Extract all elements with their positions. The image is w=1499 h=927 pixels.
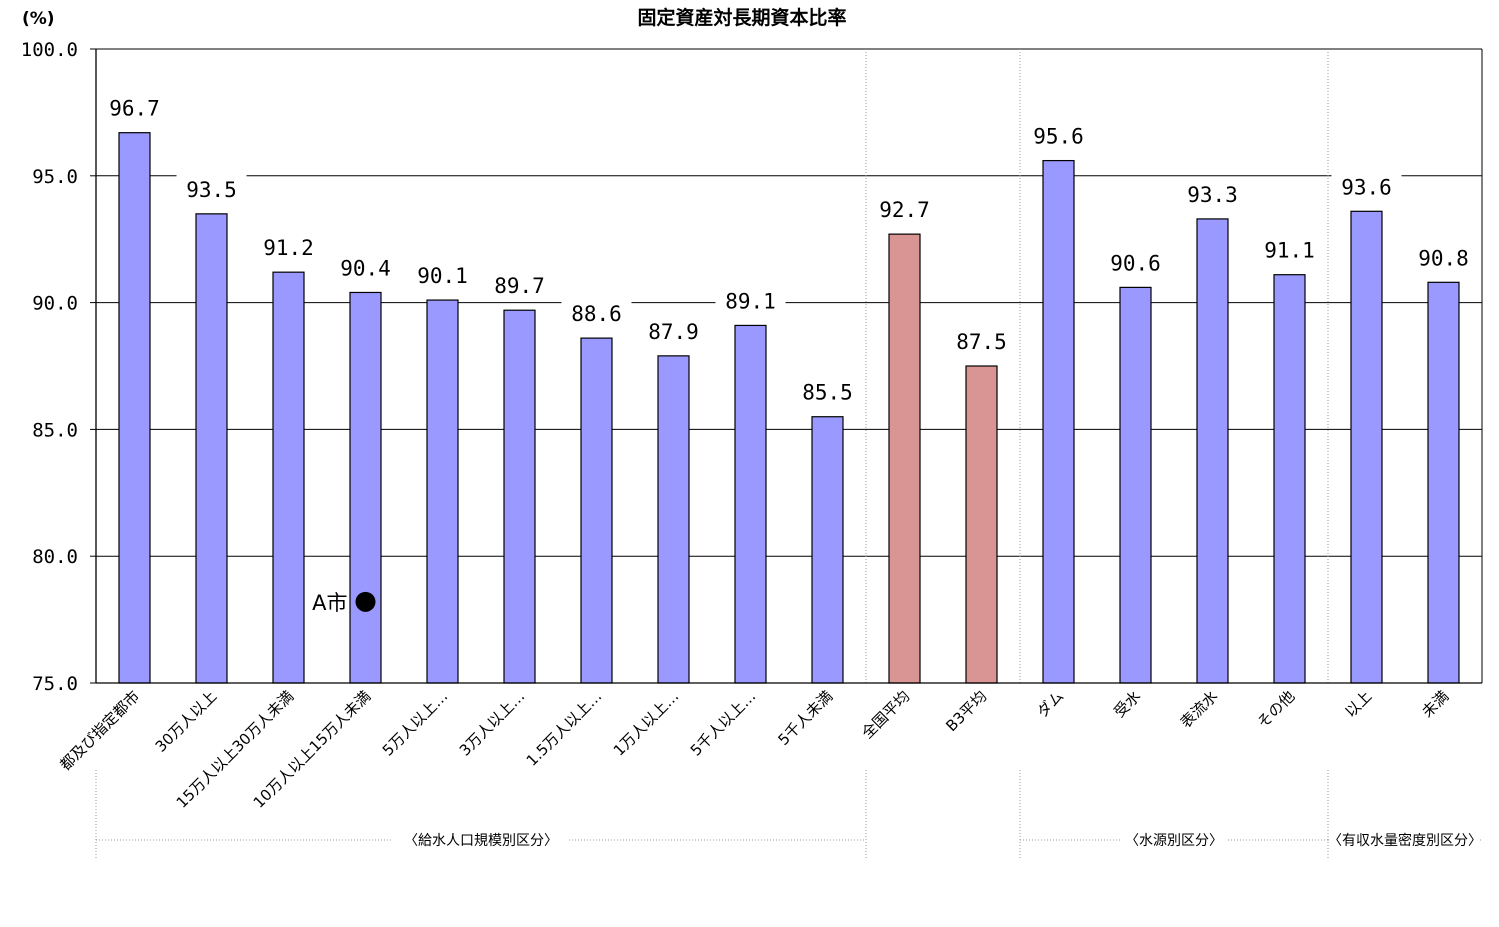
group-label: 〈給水人口規模別区分〉 [404,833,558,849]
x-tick-label: 3万人以上… [456,687,529,760]
bar [888,233,921,684]
value-label: 90.4 [340,256,391,280]
value-label-bg [330,252,401,281]
bar [1119,286,1152,684]
y-axis-label: (%) [22,9,55,29]
y-tick-label: 95.0 [32,166,78,188]
value-label-bg [1177,178,1248,207]
value-label: 90.1 [417,264,468,288]
value-label: 92.7 [879,198,930,222]
bar [195,213,228,684]
bar [503,309,536,684]
bar [965,365,998,684]
x-tick-label: 5千人未満 [774,687,836,749]
x-tick-label: その他 [1254,687,1299,732]
value-label: 89.7 [494,274,545,298]
value-label: 89.1 [725,289,776,313]
bar [1350,210,1383,684]
x-tick-label: 都及び指定都市 [56,687,143,774]
value-label-bg [484,270,555,299]
value-label-bg [176,173,247,202]
value-label-bg [869,194,940,223]
value-label-bg [1331,171,1402,200]
value-label-bg [1100,247,1171,276]
bars [118,132,1460,684]
value-label-bg [1023,120,1094,149]
a-city-marker: A市 [312,591,376,615]
bar [349,291,382,684]
y-tick-label: 80.0 [32,546,78,568]
value-label-bg [561,298,632,327]
bar [811,416,844,684]
value-label: 95.6 [1033,125,1084,149]
y-tick-label: 100.0 [21,39,78,61]
y-tick-label: 75.0 [32,673,78,695]
bar [1196,218,1229,684]
marker-dot [355,591,376,612]
value-label: 91.1 [1264,239,1315,263]
value-label: 87.9 [648,320,699,344]
x-tick-label: 30万人以上 [152,687,221,756]
marker-label: A市 [312,591,347,615]
value-label-bg [99,92,170,121]
value-labels: 96.7 93.5 91.2 90.4 90.1 89.7 88.6 87.9 89.1 85.5… [99,92,1479,405]
value-label: 90.6 [1110,251,1161,275]
value-label: 87.5 [956,330,1007,354]
x-tick-label: 5万人以上… [379,687,452,760]
value-label-bg [253,232,324,261]
x-tick-label: 1万人以上… [610,687,683,760]
group-label: 〈水源別区分〉 [1125,833,1223,849]
x-tick-label: B3平均 [942,687,990,735]
group-separators [865,49,1329,683]
x-tick-label: 5千人以上… [687,687,760,760]
value-label: 85.5 [802,381,853,405]
bar [734,324,767,684]
value-label: 91.2 [263,236,314,260]
bar [118,132,151,684]
value-label: 93.6 [1341,175,1392,199]
x-tick-label: 表流水 [1177,687,1222,732]
value-label: 93.3 [1187,183,1238,207]
x-tick-label: 受水 [1110,687,1144,721]
value-label: 93.5 [186,178,237,202]
bar [580,337,613,684]
axes [90,48,1483,684]
value-label: 96.7 [109,97,160,121]
x-tick-label: 未満 [1418,687,1452,721]
value-label-bg [638,315,709,344]
x-tick-label: 全国平均 [858,687,913,742]
group-label: 〈有収水量密度別区分〉 [1328,832,1482,849]
value-label-bg [1408,242,1479,271]
y-tick-label: 85.0 [32,419,78,441]
value-label-bg [792,376,863,405]
bar [1273,274,1306,684]
x-tick-label: 1.5万人以上… [523,687,606,770]
y-tick-labels: 100.0 95.0 90.0 85.0 80.0 75.0 [21,39,78,695]
x-tick-label: ダム [1033,687,1067,721]
y-tick-label: 90.0 [32,293,78,315]
value-label-bg [715,285,786,314]
value-label: 88.6 [571,302,622,326]
x-tick-label: 以上 [1341,687,1375,721]
value-label-bg [407,260,478,289]
grid-lines [96,48,1482,557]
value-label-bg [1254,234,1325,263]
bar [426,299,459,684]
value-label-bg [946,326,1017,354]
bar [1427,281,1460,684]
chart-title: 固定資産対長期資本比率 [637,6,846,29]
bar [272,271,305,684]
bar [657,355,690,684]
group-labels: 〈給水人口規模別区分〉 〈水源別区分〉 〈有収水量密度別区分〉 [95,770,1482,858]
bar [1042,159,1075,684]
value-label: 90.8 [1418,246,1469,270]
